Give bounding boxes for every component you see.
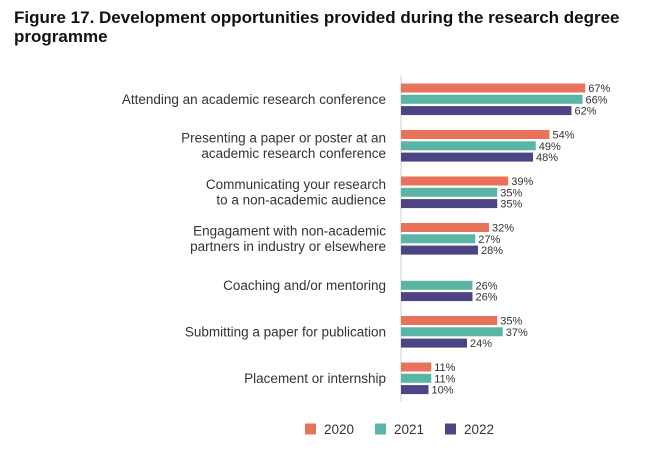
- category-labels: Attending an academic research conferenc…: [122, 92, 386, 386]
- data-label-2021-6: 11%: [434, 373, 455, 385]
- data-label-2022-6: 10%: [432, 385, 454, 397]
- bar-2020-6: [401, 362, 432, 372]
- legend-label-2022: 2022: [464, 422, 494, 437]
- bar-2021-6: [401, 373, 432, 383]
- data-label-2021-2: 35%: [500, 187, 522, 199]
- data-label-2020-0: 67%: [588, 83, 610, 95]
- data-label-2021-1: 49%: [539, 141, 561, 153]
- legend: 2020 2021 2022: [305, 422, 494, 437]
- bar-2022-4: [401, 292, 473, 302]
- category-label: Communicating your research to a non-acad…: [206, 177, 386, 208]
- bar-2020-5: [401, 316, 498, 325]
- bar-2020-1: [401, 130, 550, 139]
- data-label-2021-3: 27%: [478, 234, 500, 246]
- category-label: Presenting a paper or poster at an academ…: [181, 131, 386, 162]
- legend-swatch-2020: [305, 423, 316, 435]
- data-label-2020-5: 35%: [500, 316, 522, 328]
- data-label-2021-5: 37%: [506, 327, 528, 339]
- category-label-line: Placement or internship: [244, 371, 386, 386]
- data-label-2021-0: 66%: [586, 94, 608, 106]
- data-label-2020-2: 39%: [511, 176, 533, 188]
- bar-2020-2: [401, 176, 509, 186]
- legend-swatch-2021: [375, 423, 386, 435]
- legend-label-2021: 2021: [394, 422, 424, 437]
- data-label-2021-4: 26%: [476, 280, 498, 292]
- category-label-line: Communicating your research: [206, 177, 386, 192]
- bar-2022-3: [401, 245, 478, 255]
- bar-2022-6: [401, 385, 429, 395]
- bar-2020-0: [401, 83, 586, 93]
- legend-swatch-2022: [445, 423, 456, 435]
- bar-2022-1: [401, 152, 533, 162]
- bar-2020-3: [401, 223, 489, 232]
- bar-2022-0: [401, 106, 572, 116]
- data-label-2022-2: 35%: [500, 199, 522, 211]
- figure-title: Figure 17. Development opportunities pro…: [14, 8, 620, 46]
- bar-2021-5: [401, 327, 503, 337]
- bar-2021-1: [401, 141, 536, 151]
- data-label-2020-3: 32%: [492, 223, 514, 235]
- category-label-line: academic research conference: [201, 146, 386, 161]
- bar-2021-4: [401, 280, 473, 290]
- category-label: Coaching and/or mentoring: [223, 278, 386, 293]
- bar-2021-3: [401, 234, 476, 244]
- bar-2022-5: [401, 338, 467, 348]
- category-label-line: partners in industry or elsewhere: [190, 239, 386, 254]
- data-label-2020-6: 11%: [434, 362, 455, 374]
- category-label-line: Attending an academic research conferenc…: [122, 92, 386, 107]
- data-label-2022-4: 26%: [476, 292, 498, 304]
- category-label: Attending an academic research conferenc…: [122, 92, 386, 107]
- category-label-line: Coaching and/or mentoring: [223, 278, 386, 293]
- data-label-2022-3: 28%: [481, 245, 503, 257]
- data-label-2022-0: 62%: [575, 106, 597, 118]
- data-labels: 67%66%62%54%49%48%39%35%35%32%27%28%26%2…: [432, 83, 611, 397]
- category-label: Submitting a paper for publication: [185, 324, 386, 339]
- category-label: Placement or internship: [244, 371, 386, 386]
- data-label-2022-5: 24%: [470, 338, 492, 350]
- bar-2021-0: [401, 94, 583, 104]
- data-label-2020-1: 54%: [553, 130, 575, 142]
- category-label-line: to a non-academic audience: [216, 193, 386, 208]
- bar-series: [401, 83, 586, 395]
- legend-label-2020: 2020: [324, 422, 354, 437]
- bar-2022-2: [401, 199, 498, 209]
- bar-2021-2: [401, 187, 498, 197]
- category-label-line: Submitting a paper for publication: [185, 324, 386, 339]
- category-label-line: Engagament with non-academic: [193, 224, 386, 239]
- category-label-line: Presenting a paper or poster at an: [181, 131, 386, 146]
- category-label: Engagament with non-academic partners in …: [190, 224, 386, 255]
- data-label-2022-1: 48%: [536, 152, 558, 164]
